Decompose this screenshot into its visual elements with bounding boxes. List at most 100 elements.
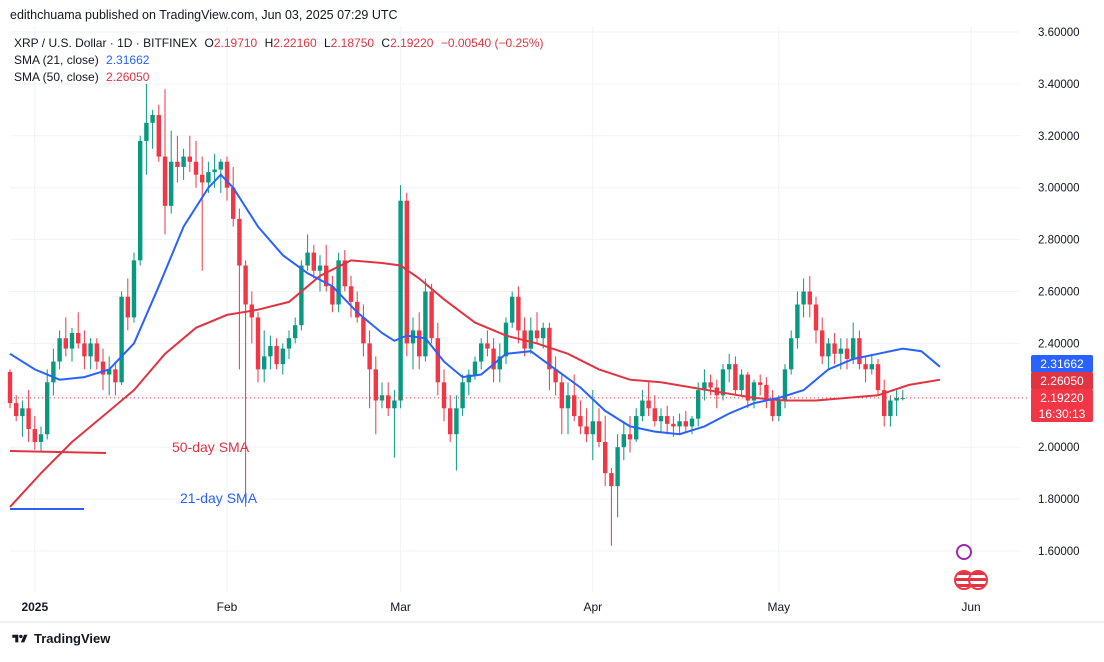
candle-body [330, 286, 335, 305]
candle-body [144, 122, 149, 141]
candle-body [658, 416, 664, 422]
candle-body [274, 345, 279, 365]
candle-body [255, 317, 261, 370]
footer-brand[interactable]: TradingView [10, 631, 110, 646]
sma50-line [9, 259, 941, 508]
o-value: 2.19710 [213, 36, 258, 50]
y-tick-label: 1.60000 [1038, 546, 1080, 558]
candle-body [534, 330, 540, 339]
l-value: 2.18750 [330, 36, 375, 50]
candle-body [237, 218, 242, 266]
candle-body [764, 384, 769, 401]
candle-body [311, 252, 316, 271]
x-tick-label: 2025 [21, 600, 48, 614]
grid-lines [10, 26, 1020, 592]
candle-body [578, 416, 583, 427]
candle-body [398, 200, 403, 401]
candle-body [206, 172, 211, 183]
candle-body [708, 382, 713, 388]
candle-body [355, 301, 360, 318]
x-tick-label: May [767, 600, 790, 614]
candle-body [63, 338, 68, 349]
sma50-legend-row[interactable]: SMA (50, close) 2.26050 [14, 69, 544, 86]
us-flag-icon[interactable] [968, 570, 988, 590]
y-tick-label: 2.60000 [1038, 287, 1080, 299]
candle-body [88, 343, 93, 357]
candle-body [801, 291, 806, 305]
candle-body [640, 400, 645, 417]
candle-body [32, 429, 37, 443]
candle-body [162, 156, 168, 206]
candle-body [417, 330, 422, 357]
candle-body [113, 369, 118, 383]
symbol-label[interactable]: XRP / U.S. Dollar · 1D · BITFINEX [14, 36, 198, 50]
candle-body [231, 187, 236, 219]
candle-body [212, 169, 217, 173]
candle-body [448, 408, 453, 435]
candle-body [894, 397, 899, 401]
publish-info: edithchuama published on TradingView.com… [10, 8, 398, 22]
candle-body [671, 423, 676, 427]
candle-body [435, 338, 440, 383]
y-axis: 3.60000 3.40000 3.20000 3.00000 2.80000 2.600… [1038, 27, 1080, 558]
sma21-line [9, 173, 941, 436]
candle-body [596, 421, 602, 443]
y-tick-label: 2.80000 [1038, 235, 1080, 247]
candle-body [516, 296, 521, 331]
sma50-marker-line [9, 450, 107, 454]
candle-body [553, 369, 558, 383]
event-icons[interactable] [948, 544, 998, 592]
candle-body [460, 382, 465, 409]
candle-body [361, 317, 366, 344]
candle-body [758, 382, 763, 385]
candle-body [727, 364, 732, 370]
candle-body [348, 286, 354, 302]
c-label: C [381, 36, 391, 50]
candle-body [615, 447, 620, 487]
candle-body [838, 348, 843, 354]
candle-body [26, 408, 31, 430]
candle-body [262, 356, 267, 370]
ohlc-row: XRP / U.S. Dollar · 1D · BITFINEX O2.197… [14, 35, 544, 52]
candle-body [621, 434, 626, 448]
candle-body [813, 304, 819, 331]
candle-body [119, 296, 124, 383]
candle-body [627, 434, 633, 440]
y-tick-label: 1.80000 [1038, 494, 1080, 506]
candle-body [869, 364, 874, 370]
sma21-legend-label: SMA (21, close) [14, 53, 99, 67]
candle-body [603, 442, 608, 474]
candle-body [224, 161, 230, 188]
candle-body [472, 361, 478, 375]
h-label: H [264, 36, 274, 50]
candle-body [268, 345, 273, 357]
dividend-icon[interactable] [956, 544, 972, 560]
candle-body [336, 260, 341, 305]
candle-body [485, 343, 490, 349]
candle-body [187, 156, 192, 162]
candle-body [807, 291, 812, 305]
y-tick-label: 3.20000 [1038, 131, 1080, 143]
candle-body [857, 338, 862, 365]
candle-body [875, 364, 881, 391]
candle-body [138, 140, 143, 261]
candle-body [479, 343, 484, 362]
candle-body [386, 395, 391, 409]
candle-body [888, 400, 893, 417]
sma50-price-tag: 2.26050 [1031, 372, 1093, 390]
candle-body [497, 356, 502, 370]
candle-body [131, 260, 137, 318]
candle-body [441, 382, 447, 409]
sma21-legend-row[interactable]: SMA (21, close) 2.31662 [14, 52, 544, 69]
candle-body [795, 304, 800, 339]
candle-body [696, 390, 701, 419]
sma50-legend-label: SMA (50, close) [14, 70, 99, 84]
candle-body [342, 260, 347, 287]
candle-body [454, 408, 459, 435]
candle-body [57, 338, 62, 362]
candle-body [51, 361, 56, 383]
o-label: O [204, 36, 214, 50]
candle-body [181, 156, 186, 167]
